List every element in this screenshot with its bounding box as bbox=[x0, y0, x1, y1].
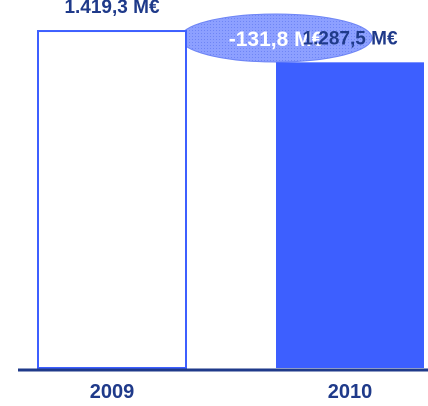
value-label-2010: 1.287,5 M€ bbox=[302, 28, 397, 49]
value-label-2009: 1.419,3 M€ bbox=[64, 0, 159, 18]
bar-2010 bbox=[276, 62, 424, 369]
bar-2009 bbox=[37, 30, 187, 370]
difference-label: -131,8 M€ bbox=[229, 28, 324, 51]
difference-bubble: -131,8 M€ bbox=[179, 13, 373, 63]
category-label-2010: 2010 bbox=[328, 381, 373, 403]
category-label-2009: 2009 bbox=[90, 381, 135, 403]
